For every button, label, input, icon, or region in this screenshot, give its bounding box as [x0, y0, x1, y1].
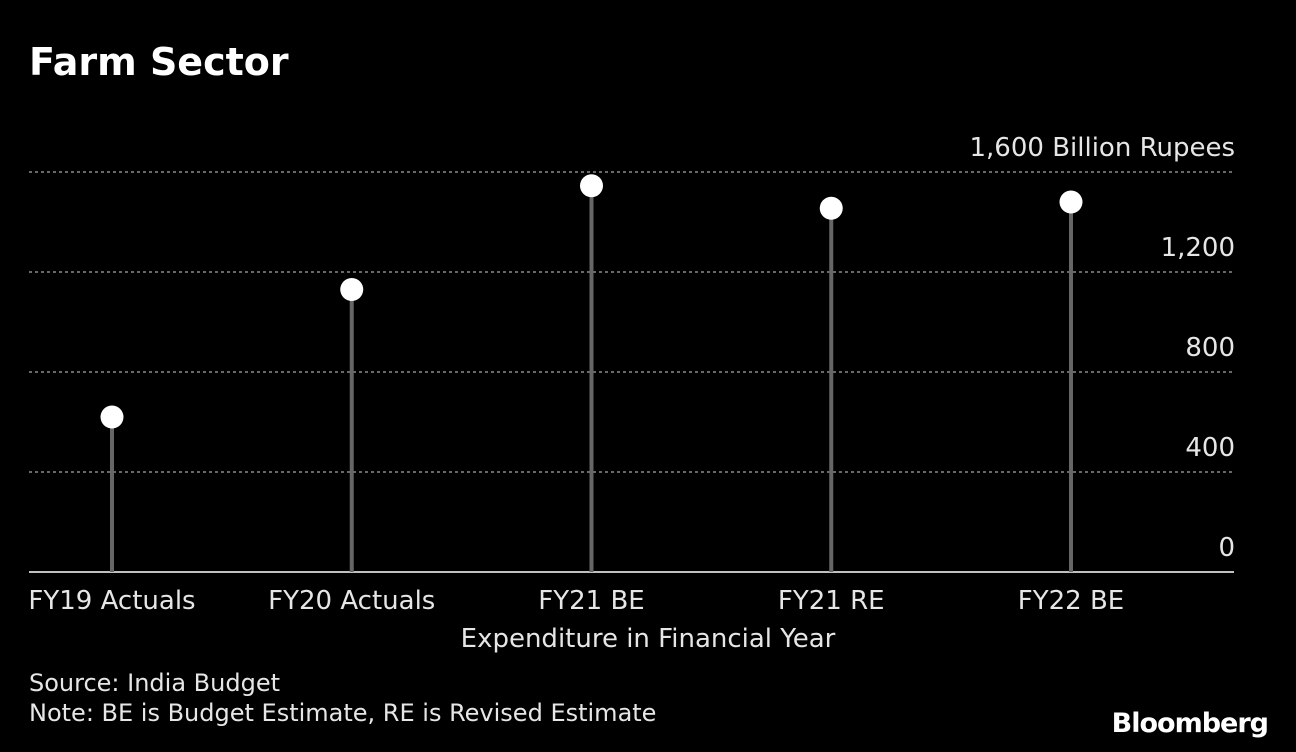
grid-layer: [29, 171, 1234, 473]
stems: [110, 185, 1073, 572]
category-label-1: FY20 Actuals: [268, 586, 435, 616]
y-tick-label-800: 800: [1185, 333, 1235, 363]
y-tick-label-400: 400: [1185, 433, 1235, 463]
category-label-3: FY21 RE: [778, 586, 885, 616]
chart-title: Farm Sector: [29, 40, 289, 84]
marker-3: [819, 196, 843, 220]
category-labels: FY19 Actuals FY20 Actuals FY21 BE FY21 RE FY…: [28, 586, 1124, 616]
y-tick-label-1200: 1,200: [1161, 233, 1235, 263]
definition-note: Note: BE is Budget Estimate, RE is Revis…: [29, 699, 657, 727]
source-note: Source: India Budget: [29, 669, 280, 697]
y-tick-label-0: 0: [1218, 533, 1235, 563]
marker-4: [1059, 190, 1083, 214]
y-tick-labels: 0 400 800 1,200 1,600 Billion Rupees: [970, 133, 1236, 563]
bloomberg-logo: Bloomberg: [1111, 708, 1269, 739]
category-label-2: FY21 BE: [538, 586, 644, 616]
marker-1: [340, 278, 364, 301]
marker-2: [580, 174, 603, 198]
marker-0: [100, 405, 124, 429]
category-label-0: FY19 Actuals: [28, 586, 195, 616]
markers: [100, 174, 1083, 429]
category-label-4: FY22 BE: [1018, 586, 1124, 616]
x-axis-label: Expenditure in Financial Year: [461, 624, 836, 654]
footer: Source: India Budget Note: BE is Budget …: [29, 668, 656, 728]
y-tick-label-1600: 1,600 Billion Rupees: [970, 133, 1236, 163]
